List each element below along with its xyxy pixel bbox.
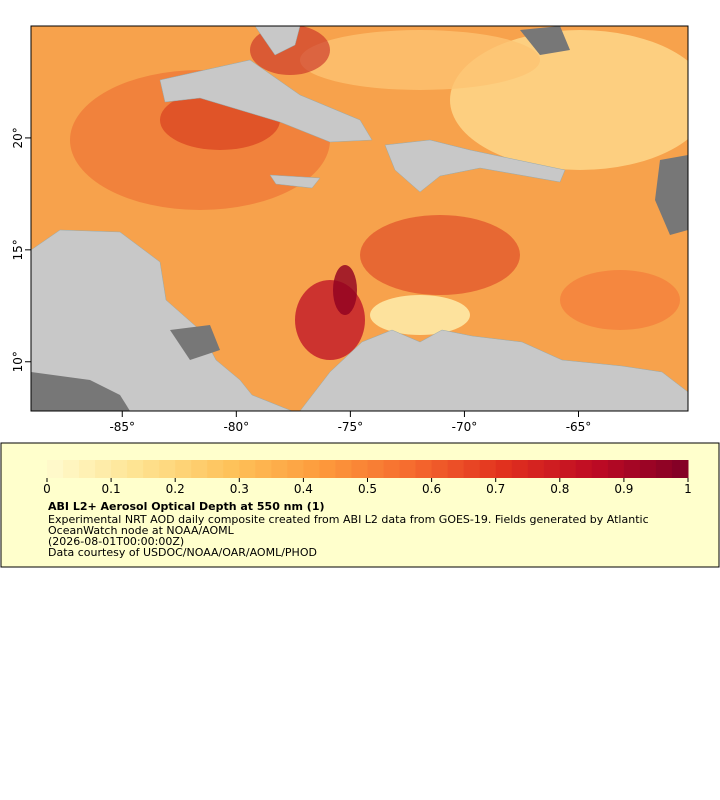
x-tick-label: -85°	[109, 420, 135, 434]
colorbar-step	[287, 460, 304, 478]
legend-title: ABI L2+ Aerosol Optical Depth at 550 nm …	[48, 500, 325, 513]
x-tick-label: -80°	[224, 420, 250, 434]
colorbar-step	[431, 460, 449, 478]
colorbar-tick-label: 0.9	[614, 482, 633, 496]
colorbar-step	[351, 460, 368, 478]
colorbar-tick-label: 0.2	[166, 482, 185, 496]
land	[31, 26, 688, 411]
map-image	[31, 26, 688, 411]
x-tick-label: -75°	[338, 420, 364, 434]
colorbar: 0 0.1 0.2 0.3 0.4 0.5 0.6 0.7 0.8 0.9 1	[43, 460, 692, 496]
colorbar-step	[495, 460, 513, 478]
aod-patch	[300, 30, 540, 90]
colorbar-step	[639, 460, 657, 478]
colorbar-step	[367, 460, 385, 478]
colorbar-step	[575, 460, 593, 478]
colorbar-step	[511, 460, 529, 478]
colorbar-step	[175, 460, 192, 478]
colorbar-tick-label: 0.4	[294, 482, 313, 496]
colorbar-step	[79, 460, 96, 478]
colorbar-step	[207, 460, 224, 478]
colorbar-step	[383, 460, 401, 478]
colorbar-tick-label: 0.8	[550, 482, 569, 496]
colorbar-step	[335, 460, 352, 478]
colorbar-step	[143, 460, 160, 478]
colorbar-step	[607, 460, 625, 478]
colorbar-step	[447, 460, 465, 478]
colorbar-step	[127, 460, 144, 478]
colorbar-step	[191, 460, 208, 478]
legend-line: OceanWatch node at NOAA/AOML	[48, 524, 235, 537]
colorbar-step	[223, 460, 240, 478]
x-tick-label: -70°	[452, 420, 478, 434]
colorbar-step	[671, 460, 689, 478]
colorbar-tick-label: 0.3	[230, 482, 249, 496]
axes: -85° -80° -75° -70° -65° 10° 15° 20°	[11, 127, 591, 434]
colorbar-step	[271, 460, 288, 478]
colorbar-step	[111, 460, 128, 478]
colorbar-step	[95, 460, 112, 478]
colorbar-step	[527, 460, 545, 478]
legend-line: Data courtesy of USDOC/NOAA/OAR/AOML/PHO…	[48, 546, 317, 559]
aod-patch	[560, 270, 680, 330]
colorbar-tick-label: 0.5	[358, 482, 377, 496]
colorbar-step	[415, 460, 433, 478]
colorbar-step	[591, 460, 609, 478]
legend-line: (2026-08-01T00:00:00Z)	[48, 535, 184, 548]
colorbar-step	[159, 460, 176, 478]
aod-patch	[360, 215, 520, 295]
colorbar-step	[655, 460, 673, 478]
colorbar-step	[47, 460, 64, 478]
no-data	[31, 26, 688, 411]
legend-line: Experimental NRT AOD daily composite cre…	[48, 513, 649, 526]
colorbar-step	[63, 460, 80, 478]
colorbar-step	[255, 460, 272, 478]
colorbar-step	[239, 460, 256, 478]
colorbar-tick-label: 0.1	[102, 482, 121, 496]
y-tick-label: 15°	[11, 239, 25, 260]
colorbar-step	[319, 460, 336, 478]
colorbar-step	[399, 460, 417, 478]
map-frame	[30, 25, 689, 412]
colorbar-step	[623, 460, 641, 478]
colorbar-tick-label: 1	[684, 482, 692, 496]
y-tick-label: 20°	[11, 127, 25, 148]
y-tick-label: 10°	[11, 351, 25, 372]
colorbar-step	[463, 460, 481, 478]
colorbar-tick-label: 0.6	[422, 482, 441, 496]
colorbar-step	[479, 460, 497, 478]
aod-patch	[370, 295, 470, 335]
colorbar-step	[303, 460, 320, 478]
colorbar-tick-label: 0	[43, 482, 51, 496]
x-tick-label: -65°	[566, 420, 592, 434]
colorbar-tick-label: 0.7	[486, 482, 505, 496]
colorbar-step	[543, 460, 561, 478]
colorbar-step	[559, 460, 577, 478]
aod-patch	[333, 265, 357, 315]
